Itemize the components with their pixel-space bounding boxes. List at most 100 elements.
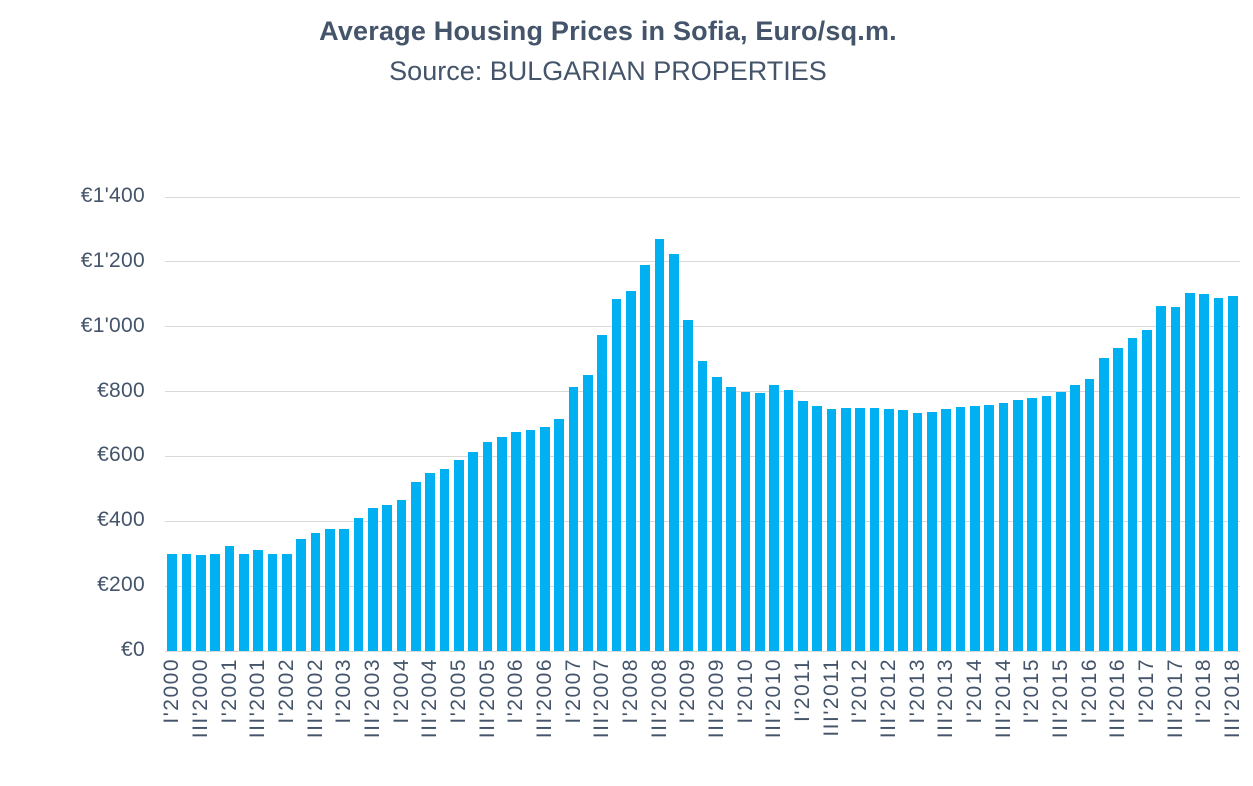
- bar-III'2000: [196, 555, 206, 651]
- bar-III'2006: [540, 427, 550, 651]
- x-tick-label: I'2002: [274, 658, 298, 724]
- x-tick-label: III'2014: [991, 658, 1015, 739]
- bar-II'2012: [869, 408, 880, 651]
- bar-III'2009: [712, 377, 722, 651]
- bar-III'2012: [884, 409, 894, 651]
- bar-II'2017: [1156, 306, 1166, 651]
- y-tick-label: €400: [97, 508, 145, 532]
- x-tick-label: III'2010: [762, 658, 786, 739]
- bar-II'2002: [296, 539, 306, 651]
- x-tick-label: III'2001: [246, 658, 270, 739]
- x-tick-label: I'2014: [962, 658, 986, 724]
- bar-I'2018: [1199, 294, 1209, 651]
- bar-IV'2004: [439, 469, 450, 651]
- bar-I'2014: [970, 406, 980, 651]
- bar-I'2016: [1084, 379, 1095, 651]
- bar-III'2018: [1228, 296, 1238, 651]
- bar-II'2015: [1041, 396, 1052, 651]
- bar-I'2009: [683, 320, 693, 651]
- x-tick-label: III'2013: [934, 658, 958, 739]
- y-tick-label: €1'000: [80, 313, 145, 337]
- x-tick-label: I'2006: [504, 658, 528, 724]
- bar-II'2008: [640, 265, 650, 651]
- x-tick-label: III'2018: [1220, 658, 1244, 739]
- bar-III'2013: [941, 409, 951, 651]
- bar-IV'2017: [1185, 293, 1195, 651]
- bar-I'2007: [568, 387, 579, 651]
- x-tick-label: III'2016: [1106, 658, 1130, 739]
- y-tick-label: €1'400: [80, 184, 145, 207]
- gridline: [165, 261, 1240, 263]
- chart-subtitle: Source: BULGARIAN PROPERTIES: [389, 56, 827, 86]
- bar-I'2017: [1142, 330, 1152, 651]
- gridline: [165, 196, 1240, 198]
- bar-I'2015: [1027, 398, 1037, 651]
- bar-II'2005: [468, 452, 478, 651]
- bar-III'2010: [769, 385, 779, 651]
- bar-IV'2013: [955, 407, 966, 651]
- x-tick-label: I'2016: [1077, 658, 1101, 724]
- bar-II'2007: [583, 375, 593, 651]
- bar-IV'2015: [1070, 385, 1080, 651]
- bar-III'2005: [482, 442, 493, 651]
- x-tick-label: I'2007: [561, 658, 585, 724]
- x-tick-label: I'2018: [1192, 658, 1216, 724]
- y-tick-label: €800: [97, 378, 145, 402]
- bar-IV'2006: [554, 419, 564, 651]
- bar-II'2006: [525, 430, 536, 651]
- bar-I'2008: [626, 291, 636, 651]
- x-tick-label: I'2003: [332, 658, 356, 724]
- bar-II'2004: [411, 482, 421, 651]
- bar-IV'2003: [382, 505, 392, 651]
- bar-III'2016: [1113, 348, 1123, 651]
- x-tick-label: I'2013: [905, 658, 929, 724]
- x-tick-label: I'2010: [733, 658, 757, 724]
- x-tick-label: III'2017: [1163, 658, 1187, 739]
- bar-IV'2009: [726, 387, 736, 651]
- bar-I'2013: [912, 413, 923, 651]
- bar-III'2015: [1056, 392, 1066, 651]
- x-tick-label: I'2009: [676, 658, 700, 724]
- x-tick-label: III'2011: [819, 658, 843, 737]
- x-tick-label: III'2015: [1048, 658, 1072, 739]
- bar-III'2014: [998, 403, 1009, 651]
- chart-title: Average Housing Prices in Sofia, Euro/sq…: [319, 16, 897, 46]
- plot-area: [165, 196, 1240, 652]
- bar-I'2004: [396, 500, 407, 651]
- x-tick-label: III'2012: [876, 658, 900, 739]
- bar-IV'2011: [841, 408, 851, 651]
- x-tick-label: III'2006: [532, 658, 556, 739]
- x-tick-label: I'2000: [160, 658, 184, 724]
- x-tick-label: III'2004: [418, 658, 442, 739]
- bar-IV'2005: [497, 437, 507, 651]
- x-tick-label: I'2012: [848, 658, 872, 724]
- bar-III'2017: [1170, 307, 1181, 651]
- bar-I'2003: [339, 529, 349, 651]
- y-tick-label: €1'200: [80, 248, 145, 272]
- x-tick-label: I'2001: [217, 658, 241, 724]
- bar-II'2010: [755, 393, 765, 651]
- bar-IV'2016: [1127, 338, 1138, 651]
- bar-III'2007: [597, 335, 607, 651]
- y-tick-label: €0: [121, 638, 145, 661]
- bar-IV'2000: [210, 554, 220, 651]
- bar-I'2001: [224, 546, 235, 651]
- gridline: [165, 650, 1240, 652]
- bar-III'2011: [826, 409, 837, 651]
- bar-IV'2010: [783, 390, 794, 651]
- x-tick-label: III'2009: [704, 658, 728, 739]
- bar-IV'2002: [325, 529, 335, 651]
- bar-II'2011: [812, 406, 822, 651]
- bar-II'2014: [984, 405, 994, 651]
- x-tick-label: III'2002: [303, 658, 327, 739]
- x-tick-label: III'2000: [188, 658, 212, 739]
- x-tick-label: III'2005: [475, 658, 499, 739]
- bar-IV'2012: [898, 410, 908, 651]
- bar-I'2000: [167, 554, 177, 651]
- x-tick-label: I'2017: [1134, 658, 1158, 724]
- bar-III'2004: [425, 473, 435, 651]
- bar-IV'2001: [267, 554, 278, 651]
- bar-III'2008: [654, 239, 665, 651]
- bar-II'2009: [697, 361, 708, 651]
